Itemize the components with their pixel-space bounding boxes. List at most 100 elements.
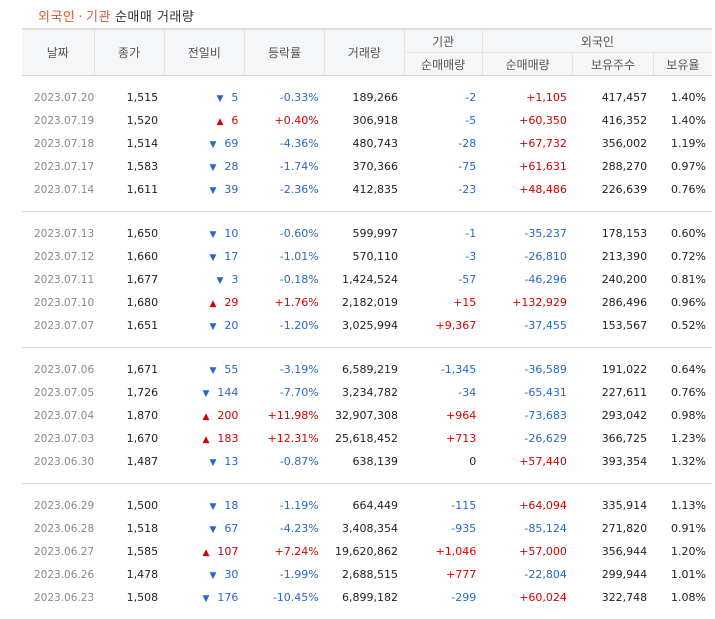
cell-inst-net: -1 <box>404 222 482 245</box>
cell-volume: 599,997 <box>325 222 404 245</box>
cell-change: ▼67 <box>164 517 244 540</box>
change-value: 28 <box>224 160 238 173</box>
triangle-down-icon: ▼ <box>209 571 216 581</box>
cell-foreign-net: -37,455 <box>482 314 573 337</box>
cell-foreign-ratio: 0.72% <box>653 245 712 268</box>
cell-close: 1,518 <box>94 517 164 540</box>
cell-change: ▲ 183 <box>164 427 244 450</box>
cell-foreign-ratio: 0.96% <box>653 291 712 314</box>
cell-close: 1,680 <box>94 291 164 314</box>
trading-table: 날짜 종가 전일비 등락률 거래량 기관 외국인 순매매량 순매매량 보유주수 … <box>22 28 712 619</box>
cell-foreign-ratio: 0.81% <box>653 268 712 291</box>
header-rate: 등락률 <box>244 29 324 76</box>
cell-date: 2023.06.23 <box>22 586 94 609</box>
cell-volume: 25,618,452 <box>325 427 404 450</box>
cell-change: ▼176 <box>164 586 244 609</box>
cell-change: ▼ 28 <box>164 155 244 178</box>
cell-foreign-net: -35,237 <box>482 222 573 245</box>
cell-change: ▼18 <box>164 494 244 517</box>
change-value: 13 <box>224 455 238 468</box>
cell-foreign-ratio: 1.40% <box>653 109 712 132</box>
cell-volume: 2,182,019 <box>325 291 404 314</box>
cell-foreign-net: +132,929 <box>482 291 573 314</box>
change-value: 107 <box>217 545 238 558</box>
cell-foreign-hold: 213,390 <box>573 245 653 268</box>
cell-change: ▼39 <box>164 178 244 201</box>
header-change: 전일비 <box>164 29 244 76</box>
change-value: 20 <box>224 319 238 332</box>
change-value: 176 <box>217 591 238 604</box>
cell-date: 2023.07.18 <box>22 132 94 155</box>
cell-rate: -4.36% <box>244 132 324 155</box>
cell-inst-net: +777 <box>404 563 482 586</box>
cell-change: ▼3 <box>164 268 244 291</box>
cell-volume: 664,449 <box>325 494 404 517</box>
change-value: 69 <box>224 137 238 150</box>
change-value: 183 <box>217 432 238 445</box>
triangle-up-icon: ▲ <box>209 299 216 309</box>
cell-volume: 32,907,308 <box>325 404 404 427</box>
cell-volume: 480,743 <box>325 132 404 155</box>
title-institution-tab[interactable]: 기관 <box>86 10 111 25</box>
title-separator: · <box>78 10 83 25</box>
header-institution-net: 순매매량 <box>404 53 482 76</box>
triangle-down-icon: ▼ <box>209 140 216 150</box>
cell-foreign-hold: 356,944 <box>573 540 653 563</box>
cell-inst-net: +713 <box>404 427 482 450</box>
cell-inst-net: 0 <box>404 450 482 473</box>
cell-foreign-net: -26,810 <box>482 245 573 268</box>
cell-volume: 3,025,994 <box>325 314 404 337</box>
cell-change: ▼144 <box>164 381 244 404</box>
cell-rate: -3.19% <box>244 358 324 381</box>
triangle-up-icon: ▲ <box>216 117 223 127</box>
title-foreign-tab[interactable]: 외국인 <box>38 10 75 25</box>
cell-date: 2023.06.30 <box>22 450 94 473</box>
cell-foreign-hold: 191,022 <box>573 358 653 381</box>
header-foreign-net: 순매매량 <box>482 53 573 76</box>
cell-date: 2023.07.07 <box>22 314 94 337</box>
cell-inst-net: -1,345 <box>404 358 482 381</box>
cell-foreign-ratio: 1.13% <box>653 494 712 517</box>
cell-date: 2023.07.17 <box>22 155 94 178</box>
header-foreign-ratio: 보유율 <box>653 53 712 76</box>
change-value: 3 <box>231 273 238 286</box>
cell-date: 2023.07.20 <box>22 86 94 109</box>
cell-date: 2023.07.12 <box>22 245 94 268</box>
triangle-down-icon: ▼ <box>209 525 216 535</box>
cell-foreign-hold: 366,725 <box>573 427 653 450</box>
cell-close: 1,478 <box>94 563 164 586</box>
cell-inst-net: -34 <box>404 381 482 404</box>
cell-foreign-hold: 153,567 <box>573 314 653 337</box>
cell-change: ▲6 <box>164 109 244 132</box>
cell-inst-net: +15 <box>404 291 482 314</box>
cell-foreign-ratio: 1.32% <box>653 450 712 473</box>
cell-foreign-net: +61,631 <box>482 155 573 178</box>
cell-close: 1,660 <box>94 245 164 268</box>
cell-close: 1,514 <box>94 132 164 155</box>
triangle-up-icon: ▲ <box>202 412 209 422</box>
cell-foreign-ratio: 0.52% <box>653 314 712 337</box>
cell-foreign-ratio: 0.98% <box>653 404 712 427</box>
triangle-down-icon: ▼ <box>209 163 216 173</box>
cell-volume: 189,266 <box>325 86 404 109</box>
cell-rate: -1.01% <box>244 245 324 268</box>
cell-foreign-net: +48,486 <box>482 178 573 201</box>
cell-foreign-hold: 335,914 <box>573 494 653 517</box>
cell-rate: +1.76% <box>244 291 324 314</box>
cell-rate: -4.23% <box>244 517 324 540</box>
cell-close: 1,650 <box>94 222 164 245</box>
cell-date: 2023.07.05 <box>22 381 94 404</box>
cell-close: 1,670 <box>94 427 164 450</box>
cell-rate: -1.99% <box>244 563 324 586</box>
cell-volume: 2,688,515 <box>325 563 404 586</box>
cell-close: 1,508 <box>94 586 164 609</box>
cell-foreign-net: +67,732 <box>482 132 573 155</box>
triangle-up-icon: ▲ <box>202 435 209 445</box>
triangle-down-icon: ▼ <box>209 230 216 240</box>
